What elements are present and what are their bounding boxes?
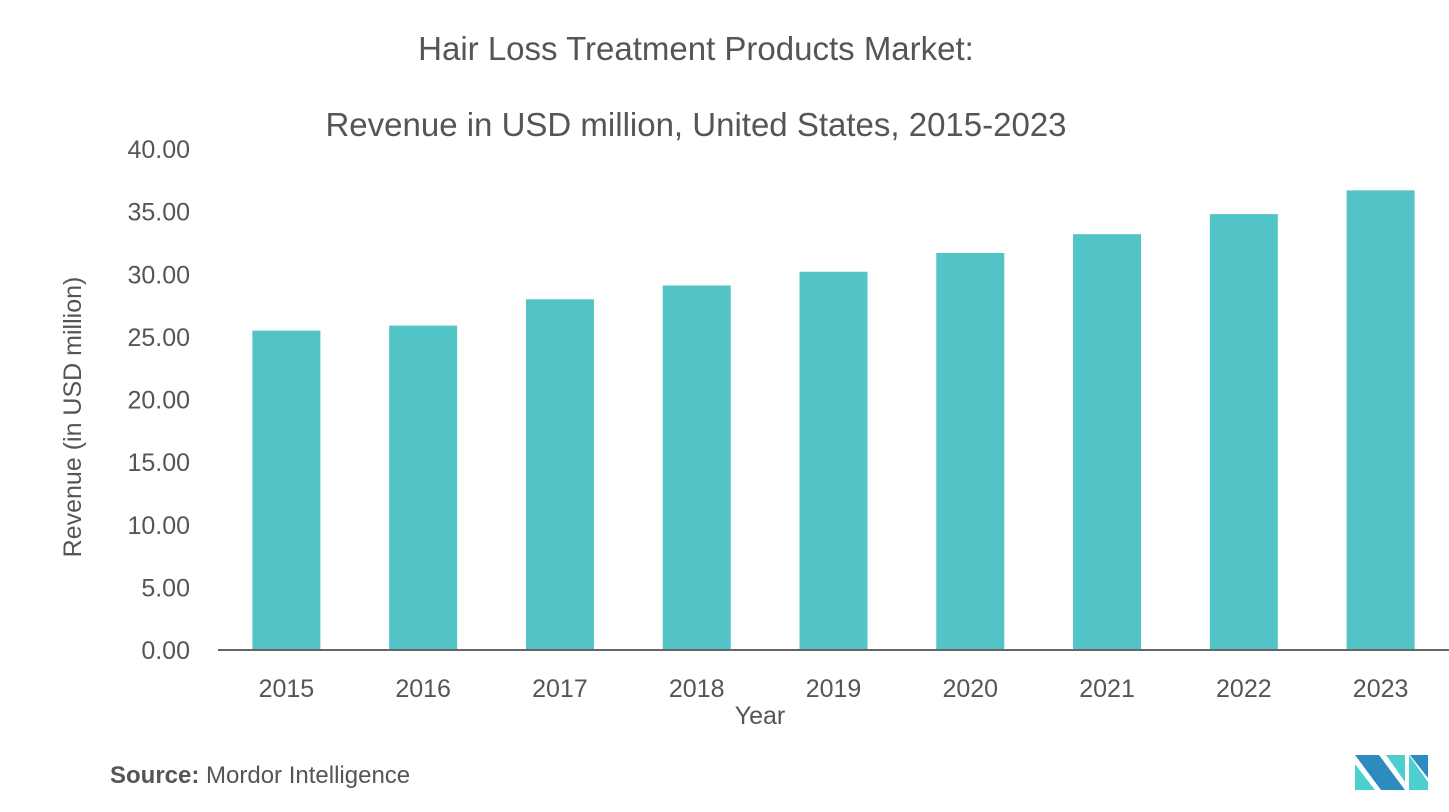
y-axis-title: Revenue (in USD million) [59, 277, 87, 558]
x-tick-label: 2018 [669, 675, 725, 703]
y-tick-label: 20.00 [127, 387, 190, 415]
chart-title: Hair Loss Treatment Products Market: [418, 30, 974, 67]
x-tick-label: 2017 [532, 675, 588, 703]
bar-2023 [1346, 190, 1415, 650]
bar-2015 [252, 330, 321, 650]
x-tick-label: 2019 [806, 675, 862, 703]
x-tick-label: 2021 [1079, 675, 1135, 703]
x-tick-label: 2023 [1353, 675, 1409, 703]
source-label: Source: [110, 762, 200, 789]
y-tick-label: 30.00 [127, 261, 190, 289]
y-tick-label: 40.00 [127, 136, 190, 164]
y-tick-label: 10.00 [127, 512, 190, 540]
mordor-logo [1355, 755, 1428, 790]
y-tick-label: 35.00 [127, 199, 190, 227]
y-tick-label: 25.00 [127, 324, 190, 352]
x-tick-label: 2022 [1216, 675, 1272, 703]
bar-2017 [525, 299, 594, 650]
y-tick-label: 15.00 [127, 449, 190, 477]
bar-2020 [936, 252, 1005, 650]
x-tick-label: 2020 [942, 675, 998, 703]
bar-2022 [1209, 214, 1278, 650]
x-tick-label: 2016 [395, 675, 451, 703]
x-axis-title: Year [735, 702, 786, 730]
x-tick-label: 2015 [259, 675, 315, 703]
y-tick-label: 5.00 [141, 574, 190, 602]
bar-2016 [389, 325, 458, 650]
source-text: Mordor Intelligence [206, 762, 411, 789]
y-tick-label: 0.00 [141, 637, 190, 665]
bar-2018 [662, 285, 731, 650]
chart-subtitle: Revenue in USD million, United States, 2… [325, 106, 1067, 143]
bar-2019 [799, 271, 868, 650]
bar-2021 [1073, 234, 1142, 651]
source-note: Source: Mordor Intelligence [110, 762, 410, 790]
